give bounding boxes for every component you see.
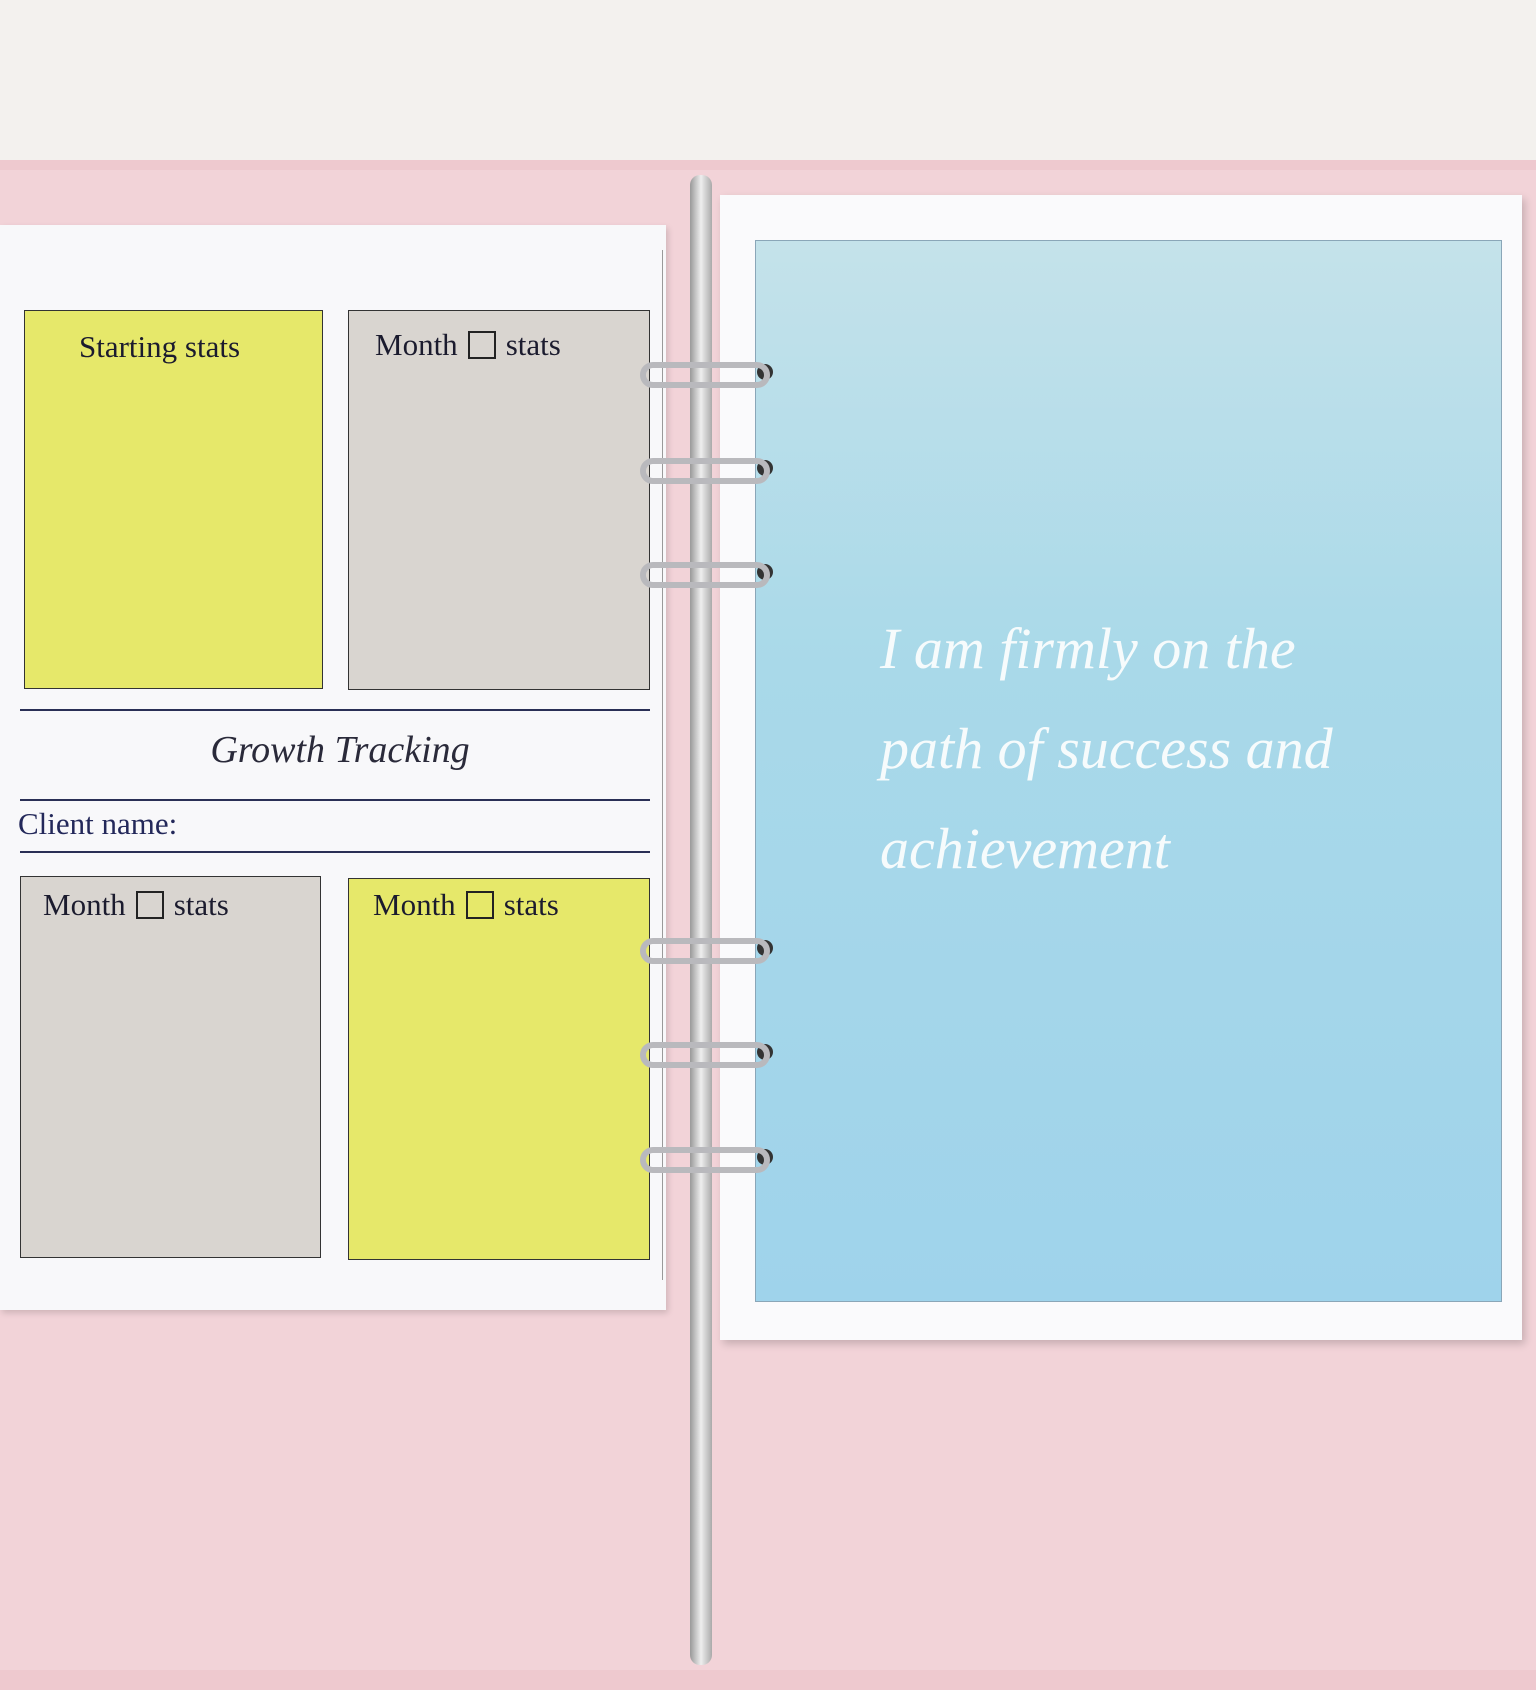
quote-panel xyxy=(755,240,1502,1302)
binder-ring xyxy=(640,562,770,588)
quote-line: achievement xyxy=(880,816,1170,881)
checkbox xyxy=(465,891,494,919)
stats-box: Month stats xyxy=(348,878,650,1260)
stats-box: Starting stats xyxy=(24,310,323,689)
binder-ring xyxy=(640,458,770,484)
box-title: stats xyxy=(505,327,561,362)
binder-ring xyxy=(640,938,770,964)
page-edge xyxy=(662,250,663,1280)
binder-ring xyxy=(640,1147,770,1173)
binder-ring xyxy=(640,362,770,388)
stats-box: Month stats xyxy=(20,876,321,1258)
stats-box: Month stats xyxy=(348,310,650,690)
box-title: Month xyxy=(43,887,126,922)
rule xyxy=(20,799,650,801)
quote-line: path of success and xyxy=(880,716,1333,781)
binder-ring xyxy=(640,1042,770,1068)
client-label: Client name: xyxy=(18,806,178,841)
box-title: Month xyxy=(375,327,458,362)
box-label: Starting stats xyxy=(79,329,240,365)
box-title: Starting stats xyxy=(79,329,241,364)
binder-rod xyxy=(690,175,712,1665)
rule xyxy=(20,709,650,711)
rule xyxy=(20,851,650,853)
photo: Starting stats Month stats Growth Trackin… xyxy=(0,160,1536,1690)
box-title: stats xyxy=(503,887,559,922)
checkbox xyxy=(467,331,496,359)
box-label: Month stats xyxy=(43,887,229,923)
box-title: Month xyxy=(373,887,456,922)
quote-line: I am firmly on the xyxy=(880,616,1296,681)
box-label: Month stats xyxy=(373,887,559,923)
checkbox xyxy=(135,891,164,919)
box-label: Month stats xyxy=(375,327,561,363)
box-title: stats xyxy=(173,887,229,922)
section-title: Growth Tracking xyxy=(210,729,470,771)
